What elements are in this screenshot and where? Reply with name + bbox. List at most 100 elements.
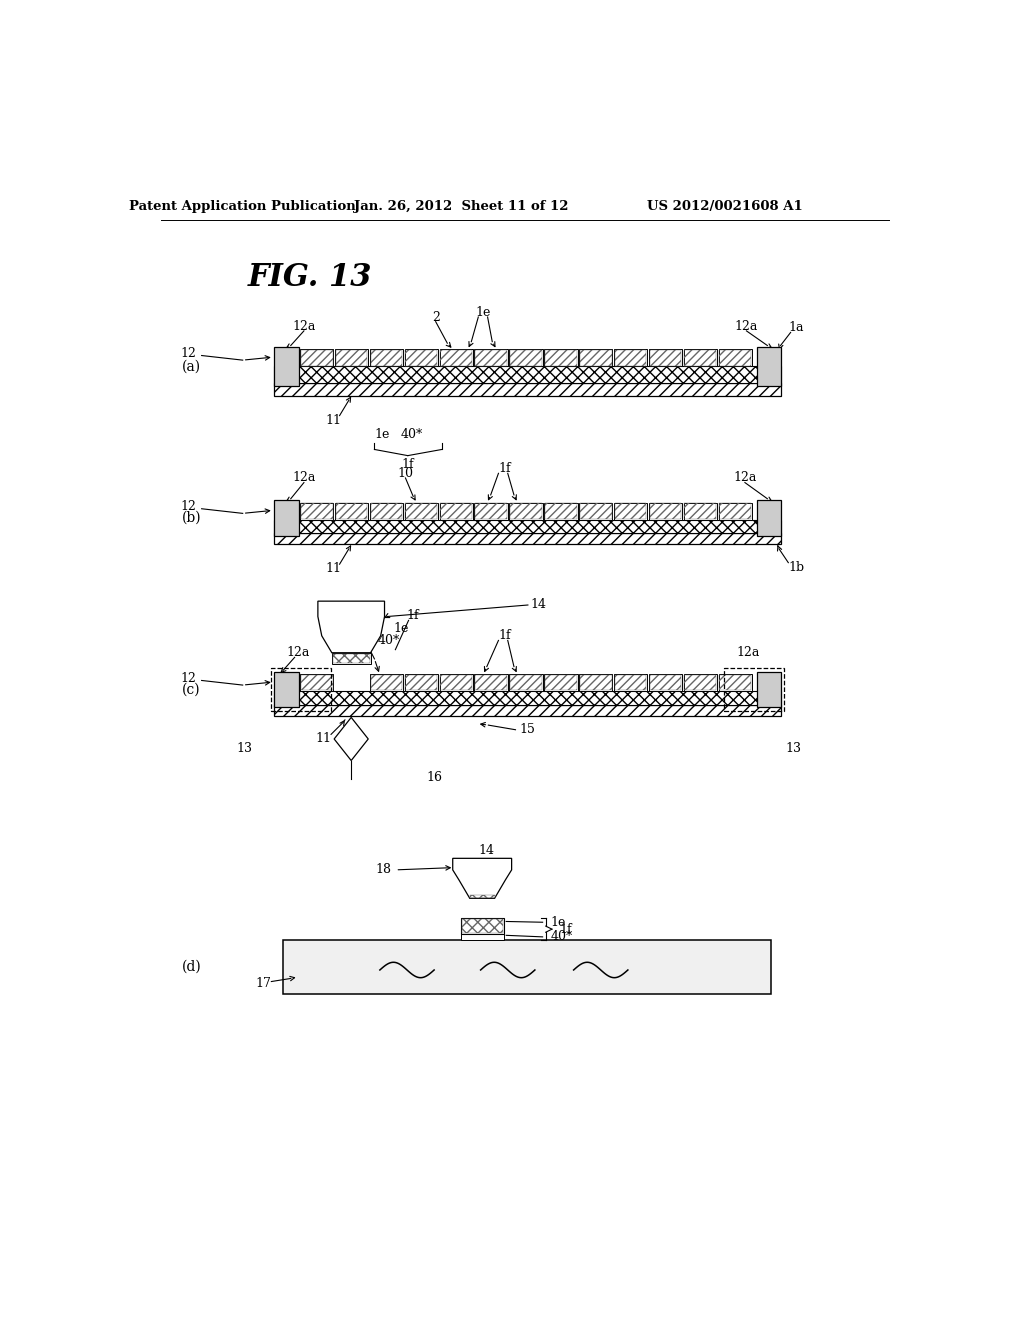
Bar xyxy=(649,675,681,690)
Bar xyxy=(614,675,647,692)
Text: (d): (d) xyxy=(181,960,202,974)
Bar xyxy=(371,503,402,519)
Bar xyxy=(579,350,612,367)
Bar xyxy=(439,350,473,367)
Text: 12a: 12a xyxy=(733,471,757,484)
Bar xyxy=(719,675,751,690)
Bar xyxy=(300,675,334,692)
Bar xyxy=(579,675,612,692)
Bar xyxy=(461,933,504,940)
Bar xyxy=(336,503,368,519)
Text: 18: 18 xyxy=(376,863,392,876)
Bar xyxy=(270,668,331,711)
Bar xyxy=(273,533,781,544)
Bar xyxy=(475,675,507,690)
Bar xyxy=(273,500,299,536)
Text: 1e: 1e xyxy=(550,916,565,929)
Text: 12: 12 xyxy=(180,500,197,513)
Bar xyxy=(684,350,717,367)
Bar xyxy=(462,919,503,933)
Bar xyxy=(580,503,611,519)
Bar xyxy=(332,653,371,664)
Text: 12a: 12a xyxy=(292,471,315,484)
Bar xyxy=(273,383,781,396)
Bar xyxy=(470,895,495,899)
Bar xyxy=(283,940,771,994)
Bar xyxy=(301,350,333,366)
Bar xyxy=(544,350,578,367)
Bar xyxy=(370,503,403,520)
Text: 11: 11 xyxy=(315,733,332,746)
Text: 11: 11 xyxy=(326,413,341,426)
Bar xyxy=(509,675,543,692)
Text: 1f: 1f xyxy=(499,630,511,643)
Text: 14: 14 xyxy=(478,843,494,857)
Text: 1f: 1f xyxy=(401,458,414,471)
Text: 1f: 1f xyxy=(559,923,572,936)
Text: FIG. 13: FIG. 13 xyxy=(248,263,373,293)
Bar xyxy=(475,350,507,366)
Bar xyxy=(440,503,472,519)
Polygon shape xyxy=(453,858,512,899)
Bar xyxy=(440,675,472,690)
Bar xyxy=(580,675,611,690)
Text: 1e: 1e xyxy=(393,622,409,635)
Bar xyxy=(757,672,781,708)
Text: 40*: 40* xyxy=(550,931,572,944)
Text: 12a: 12a xyxy=(736,647,760,659)
Text: 1a: 1a xyxy=(788,321,804,334)
Bar xyxy=(684,675,716,690)
Bar xyxy=(406,350,437,366)
Bar xyxy=(544,675,578,692)
Text: 17: 17 xyxy=(256,977,271,990)
Bar xyxy=(757,500,781,536)
Text: 13: 13 xyxy=(785,742,801,755)
Text: 12: 12 xyxy=(180,672,197,685)
Bar xyxy=(719,675,752,692)
Bar xyxy=(545,503,577,519)
Bar xyxy=(579,503,612,520)
Bar xyxy=(335,350,369,367)
Bar xyxy=(273,672,299,708)
Bar xyxy=(545,350,577,366)
Bar xyxy=(684,503,717,520)
Text: 10: 10 xyxy=(349,623,366,636)
Bar xyxy=(510,350,542,366)
Bar xyxy=(614,503,647,520)
Bar xyxy=(684,350,716,366)
Bar xyxy=(474,503,508,520)
Bar xyxy=(509,503,543,520)
Bar xyxy=(406,675,437,690)
Bar xyxy=(719,503,752,520)
Bar xyxy=(406,503,437,519)
Bar xyxy=(719,350,752,367)
Polygon shape xyxy=(317,601,385,653)
Bar xyxy=(614,350,646,366)
Text: 12: 12 xyxy=(180,347,197,360)
Bar xyxy=(404,675,438,692)
Bar xyxy=(370,675,403,692)
Text: 40*: 40* xyxy=(400,428,423,441)
Polygon shape xyxy=(334,718,369,760)
Bar xyxy=(614,503,646,519)
Bar xyxy=(301,675,333,690)
Text: 14: 14 xyxy=(530,598,547,611)
Bar xyxy=(273,705,781,715)
Text: 1e: 1e xyxy=(475,306,490,319)
Text: (a): (a) xyxy=(182,359,201,374)
Text: 16: 16 xyxy=(426,771,442,784)
Bar xyxy=(724,668,784,711)
Bar xyxy=(510,503,542,519)
Bar xyxy=(757,347,781,385)
Text: 40*: 40* xyxy=(377,634,399,647)
Bar xyxy=(684,503,716,519)
Bar xyxy=(614,350,647,367)
Text: 1f: 1f xyxy=(407,610,420,622)
Bar xyxy=(510,675,542,690)
Text: 12a: 12a xyxy=(287,647,310,659)
Bar xyxy=(475,503,507,519)
Bar xyxy=(404,350,438,367)
Bar xyxy=(439,503,473,520)
Bar xyxy=(273,520,781,533)
Bar xyxy=(439,675,473,692)
